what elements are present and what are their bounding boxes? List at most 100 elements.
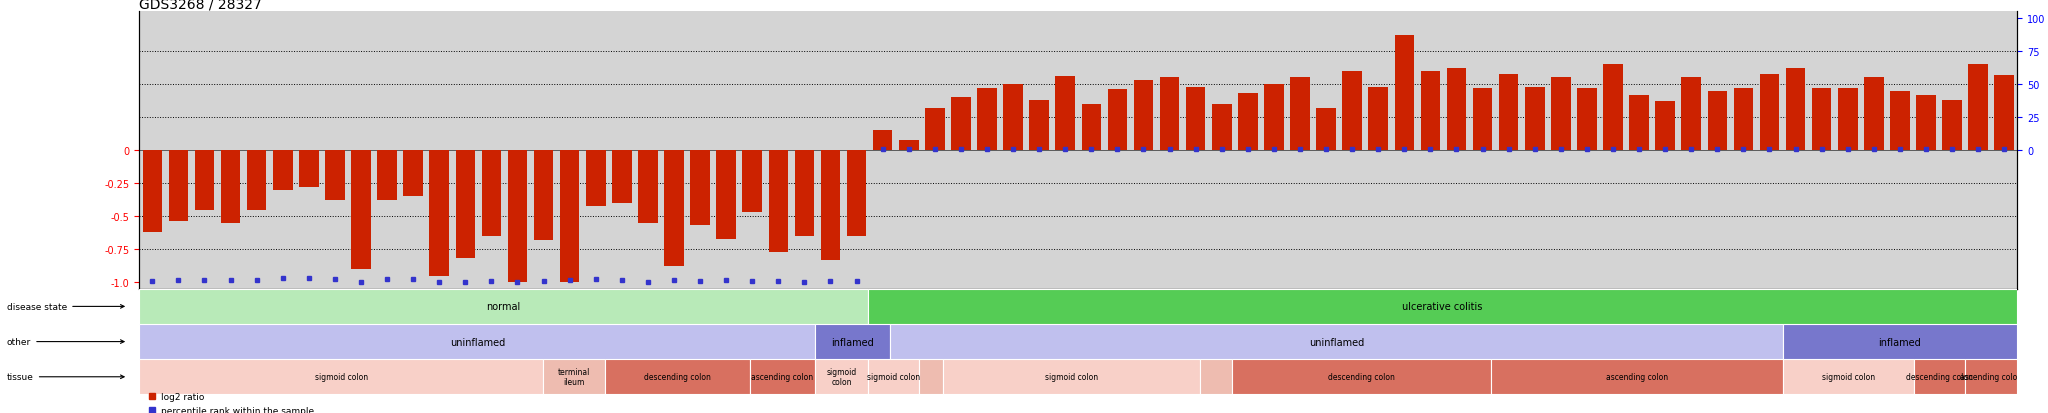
Text: terminal
ileum: terminal ileum	[557, 367, 590, 387]
Bar	[1782, 359, 1915, 394]
Bar	[377, 151, 397, 201]
Bar	[1135, 81, 1153, 151]
Bar	[664, 151, 684, 267]
Bar	[942, 359, 1200, 394]
Bar	[1108, 90, 1126, 151]
Bar	[168, 151, 188, 222]
Bar	[1499, 74, 1518, 151]
Bar	[1317, 109, 1335, 151]
Bar	[743, 151, 762, 213]
Bar	[248, 151, 266, 210]
Bar	[690, 151, 711, 226]
Text: sigmoid
colon: sigmoid colon	[827, 367, 856, 387]
Bar	[604, 359, 750, 394]
Text: GDS3268 / 28327: GDS3268 / 28327	[139, 0, 262, 11]
Bar	[1233, 359, 1491, 394]
Text: descending colon: descending colon	[643, 373, 711, 381]
Bar	[1081, 104, 1102, 151]
Bar	[481, 151, 502, 236]
Bar	[1446, 69, 1466, 151]
Bar	[559, 151, 580, 282]
Bar	[195, 151, 215, 210]
Bar	[1812, 89, 1831, 151]
Bar	[891, 324, 1782, 359]
Bar	[1604, 65, 1622, 151]
Text: sigmoid colon: sigmoid colon	[1823, 373, 1874, 381]
Bar	[926, 109, 944, 151]
Bar	[1837, 89, 1858, 151]
Bar	[1864, 78, 1884, 151]
Bar	[535, 151, 553, 240]
Bar	[139, 324, 815, 359]
Bar	[1681, 78, 1702, 151]
Text: sigmoid colon: sigmoid colon	[866, 373, 920, 381]
Bar	[1786, 69, 1806, 151]
Text: sigmoid colon: sigmoid colon	[1044, 373, 1098, 381]
Bar	[815, 324, 891, 359]
Bar	[1526, 88, 1544, 151]
Bar	[1186, 88, 1206, 151]
Text: ascending colon: ascending colon	[1606, 373, 1667, 381]
Bar	[350, 151, 371, 269]
Bar	[872, 131, 893, 151]
Bar	[768, 151, 788, 252]
Bar	[1341, 72, 1362, 151]
Bar	[815, 359, 868, 394]
Text: uninflamed: uninflamed	[1309, 337, 1364, 347]
Bar	[899, 140, 918, 151]
Bar	[1942, 101, 1962, 151]
Bar	[1491, 359, 1782, 394]
Bar	[1055, 77, 1075, 151]
Text: sigmoid colon: sigmoid colon	[315, 373, 369, 381]
Bar	[1964, 359, 2017, 394]
Bar	[272, 151, 293, 190]
Bar	[1995, 76, 2013, 151]
Bar	[1759, 74, 1780, 151]
Legend: log2 ratio, percentile rank within the sample: log2 ratio, percentile rank within the s…	[143, 389, 317, 413]
Bar	[1550, 78, 1571, 151]
Text: ulcerative colitis: ulcerative colitis	[1403, 301, 1483, 312]
Bar	[639, 151, 657, 223]
Bar	[430, 151, 449, 276]
Bar	[1030, 101, 1049, 151]
Text: inflamed: inflamed	[831, 337, 874, 347]
Bar	[950, 98, 971, 151]
Text: tissue: tissue	[6, 373, 125, 381]
Text: descending colon: descending colon	[1907, 373, 1972, 381]
Bar	[508, 151, 526, 282]
Bar	[1290, 78, 1311, 151]
Bar	[1473, 89, 1493, 151]
Bar	[1577, 89, 1597, 151]
Text: other: other	[6, 337, 125, 346]
Bar	[1200, 359, 1233, 394]
Bar	[612, 151, 631, 204]
Bar	[1239, 94, 1257, 151]
Bar	[1264, 85, 1284, 151]
Bar	[586, 151, 606, 206]
Text: disease state: disease state	[6, 302, 125, 311]
Bar	[821, 151, 840, 260]
Bar	[1368, 88, 1389, 151]
Bar	[1421, 72, 1440, 151]
Text: normal: normal	[487, 301, 520, 312]
Bar	[139, 289, 868, 324]
Bar	[1630, 95, 1649, 151]
Bar	[1655, 102, 1675, 151]
Bar	[717, 151, 735, 239]
Bar	[543, 359, 604, 394]
Bar	[1917, 95, 1935, 151]
Bar	[1890, 91, 1909, 151]
Bar	[795, 151, 815, 236]
Bar	[846, 151, 866, 236]
Bar	[326, 151, 344, 201]
Bar	[1159, 78, 1180, 151]
Bar	[455, 151, 475, 259]
Text: descending colon: descending colon	[1329, 373, 1395, 381]
Text: uninflamed: uninflamed	[451, 337, 506, 347]
Bar	[221, 151, 240, 223]
Bar	[1915, 359, 1964, 394]
Bar	[868, 289, 2017, 324]
Bar	[1968, 65, 1989, 151]
Bar	[1004, 85, 1022, 151]
Bar	[750, 359, 815, 394]
